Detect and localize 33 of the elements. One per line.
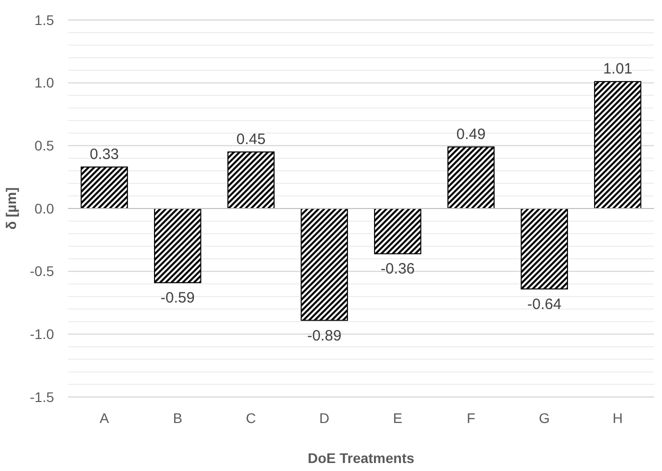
- data-label: -0.36: [380, 260, 415, 278]
- y-tick-label: 1.5: [34, 12, 54, 28]
- y-tick-label: -0.5: [30, 263, 54, 280]
- x-tick-label: H: [612, 410, 623, 426]
- data-label: 0.49: [456, 126, 486, 143]
- y-tick-label: 0.0: [34, 200, 54, 216]
- x-tick-label: C: [246, 410, 256, 426]
- data-label: -0.59: [160, 290, 195, 307]
- bar: [154, 208, 202, 284]
- x-tick-label: F: [466, 410, 476, 426]
- y-tick-label: 1.0: [34, 74, 54, 91]
- bar: [80, 166, 128, 209]
- data-label: -0.64: [527, 296, 562, 313]
- x-tick-label: G: [538, 410, 550, 426]
- data-label: -0.89: [307, 327, 342, 344]
- bar: [227, 151, 275, 209]
- bar: [374, 208, 422, 254]
- bar: [520, 208, 568, 290]
- x-tick-label: B: [172, 410, 182, 426]
- y-tick-label: -1.0: [30, 326, 54, 342]
- data-label: 1.01: [603, 60, 632, 78]
- x-tick-label: E: [393, 410, 402, 426]
- x-tick-label: A: [100, 410, 110, 426]
- y-tick-label: -1.5: [30, 388, 54, 405]
- data-label: 0.33: [90, 146, 119, 164]
- data-label: 0.45: [236, 130, 266, 148]
- y-tick-label: 0.5: [34, 138, 54, 154]
- y-axis-title: δ [µm]: [3, 187, 19, 230]
- bar: [447, 146, 495, 209]
- bar: [300, 208, 348, 321]
- x-tick-label: D: [319, 410, 330, 426]
- bar: [594, 81, 642, 209]
- x-axis-title: DoE Treatments: [308, 450, 415, 466]
